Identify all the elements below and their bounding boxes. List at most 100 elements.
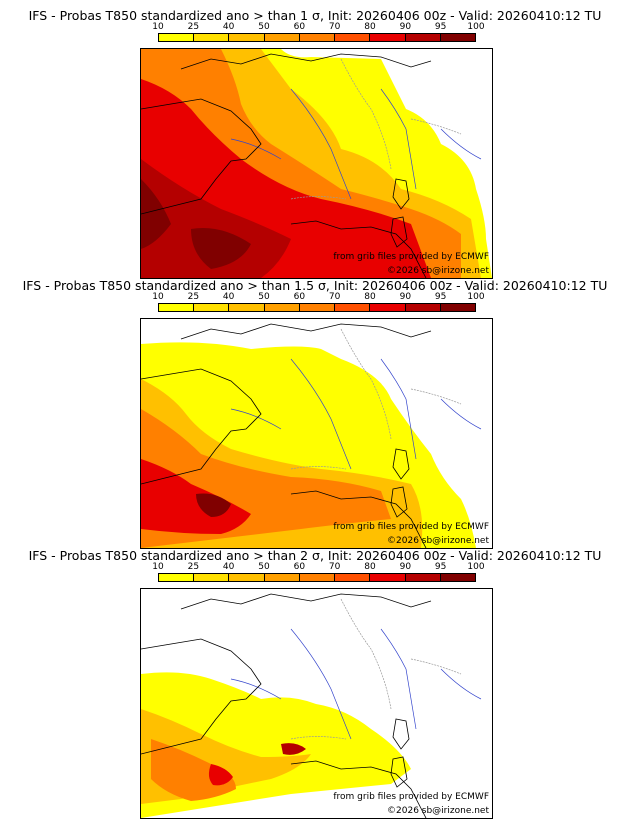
colorbar-tick-label: 40 <box>222 562 235 572</box>
grib-credit: from grib files provided by ECMWF <box>333 792 489 802</box>
probability-map: from grib files provided by ECMWF ©2026 … <box>140 318 493 549</box>
region-border <box>410 658 462 675</box>
colorbar-swatch <box>405 574 441 581</box>
colorbar-tick-label: 90 <box>399 22 412 32</box>
colorbar-swatch <box>264 304 300 311</box>
river-line <box>380 88 417 190</box>
colorbar-swatch <box>335 34 371 41</box>
colorbar-swatch <box>229 304 265 311</box>
coastline <box>141 638 262 755</box>
region-border <box>290 736 347 740</box>
colorbar-tick-label: 50 <box>258 562 270 572</box>
colorbar-swatches <box>158 303 476 312</box>
probability-map: from grib files provided by ECMWF ©2026 … <box>140 588 493 819</box>
river-line <box>290 628 352 740</box>
colorbar-tick-label: 25 <box>187 22 200 32</box>
river-line <box>290 88 352 200</box>
river-line <box>230 138 282 160</box>
region-border <box>340 58 392 170</box>
map-svg <box>141 49 492 278</box>
probability-map: from grib files provided by ECMWF ©2026 … <box>140 48 493 279</box>
panel-title: IFS - Probas T850 standardized ano > tha… <box>28 548 602 563</box>
colorbar-swatch <box>370 34 406 41</box>
coastline <box>390 216 408 248</box>
coastline <box>392 718 410 750</box>
colorbar-tick-label: 80 <box>364 22 376 32</box>
probability-contour <box>141 459 251 534</box>
colorbar-swatch <box>159 304 195 311</box>
colorbar-swatch <box>299 34 336 41</box>
probability-contour <box>208 764 233 786</box>
colorbar-tick-label: 60 <box>293 22 306 32</box>
colorbar-swatch <box>194 304 230 311</box>
map-panel-1: IFS - Probas T850 standardized ano > tha… <box>0 8 630 279</box>
colorbar: 10 25 40 50 60 70 80 90 95 100 <box>152 292 485 314</box>
region-border <box>290 466 347 470</box>
map-svg <box>141 319 492 548</box>
colorbar-swatch <box>264 34 300 41</box>
probability-contour <box>196 493 231 517</box>
colorbar-swatch <box>335 574 371 581</box>
colorbar-swatch <box>405 34 441 41</box>
colorbar-swatch <box>299 304 336 311</box>
colorbar-tick-label: 50 <box>258 292 270 302</box>
probability-contour <box>151 739 236 801</box>
coastline <box>290 760 427 818</box>
coastline <box>390 486 408 518</box>
coastline <box>180 53 432 70</box>
colorbar-swatch <box>194 34 230 41</box>
colorbar-swatches <box>158 573 476 582</box>
coastline <box>141 368 262 485</box>
river-line <box>440 398 482 430</box>
colorbar-tick-label: 40 <box>222 22 235 32</box>
colorbar-tick-label: 10 <box>152 22 164 32</box>
colorbar: 10 25 40 50 60 70 80 90 95 100 <box>152 22 485 44</box>
river-line <box>440 668 482 700</box>
region-border <box>410 388 462 405</box>
colorbar-swatch <box>159 574 195 581</box>
river-line <box>380 628 417 730</box>
colorbar-tick-label: 100 <box>467 292 485 302</box>
site-credit: ©2026 sb@irizone.net <box>387 536 489 546</box>
colorbar-tick-label: 80 <box>364 292 376 302</box>
probability-contour <box>191 228 251 269</box>
site-credit: ©2026 sb@irizone.net <box>387 266 489 276</box>
coastline <box>141 98 262 215</box>
panel-title: IFS - Probas T850 standardized ano > tha… <box>28 8 602 23</box>
river-line <box>230 678 282 700</box>
coastline <box>290 220 427 278</box>
colorbar-swatch <box>264 574 300 581</box>
colorbar-tick-label: 90 <box>399 292 412 302</box>
probability-contour <box>141 179 171 249</box>
colorbar-tick-label: 60 <box>293 562 306 572</box>
colorbar-swatch <box>159 34 195 41</box>
colorbar-tick-label: 95 <box>434 22 447 32</box>
map-panel-3: IFS - Probas T850 standardized ano > tha… <box>0 548 630 819</box>
colorbar-swatch <box>229 574 265 581</box>
colorbar-swatch <box>194 574 230 581</box>
colorbar-swatches <box>158 33 476 42</box>
coastline <box>180 323 432 340</box>
region-border <box>340 598 392 710</box>
colorbar-tick-label: 90 <box>399 562 412 572</box>
grib-credit: from grib files provided by ECMWF <box>333 522 489 532</box>
colorbar-tick-label: 25 <box>187 292 200 302</box>
colorbar-tick-label: 80 <box>364 562 376 572</box>
panel-title: IFS - Probas T850 standardized ano > tha… <box>22 278 608 293</box>
colorbar-swatch <box>440 34 475 41</box>
colorbar-swatch <box>229 34 265 41</box>
river-line <box>380 358 417 460</box>
coastline <box>390 756 408 788</box>
colorbar-tick-label: 50 <box>258 22 270 32</box>
region-border <box>410 118 462 135</box>
grib-credit: from grib files provided by ECMWF <box>333 252 489 262</box>
river-line <box>230 408 282 430</box>
colorbar-tick-label: 95 <box>434 562 447 572</box>
colorbar-tick-label: 95 <box>434 292 447 302</box>
colorbar-tick-label: 70 <box>328 22 341 32</box>
colorbar-swatch <box>405 304 441 311</box>
colorbar-tick-label: 100 <box>467 562 485 572</box>
river-line <box>290 358 352 470</box>
colorbar-swatch <box>440 304 475 311</box>
colorbar-swatch <box>440 574 475 581</box>
